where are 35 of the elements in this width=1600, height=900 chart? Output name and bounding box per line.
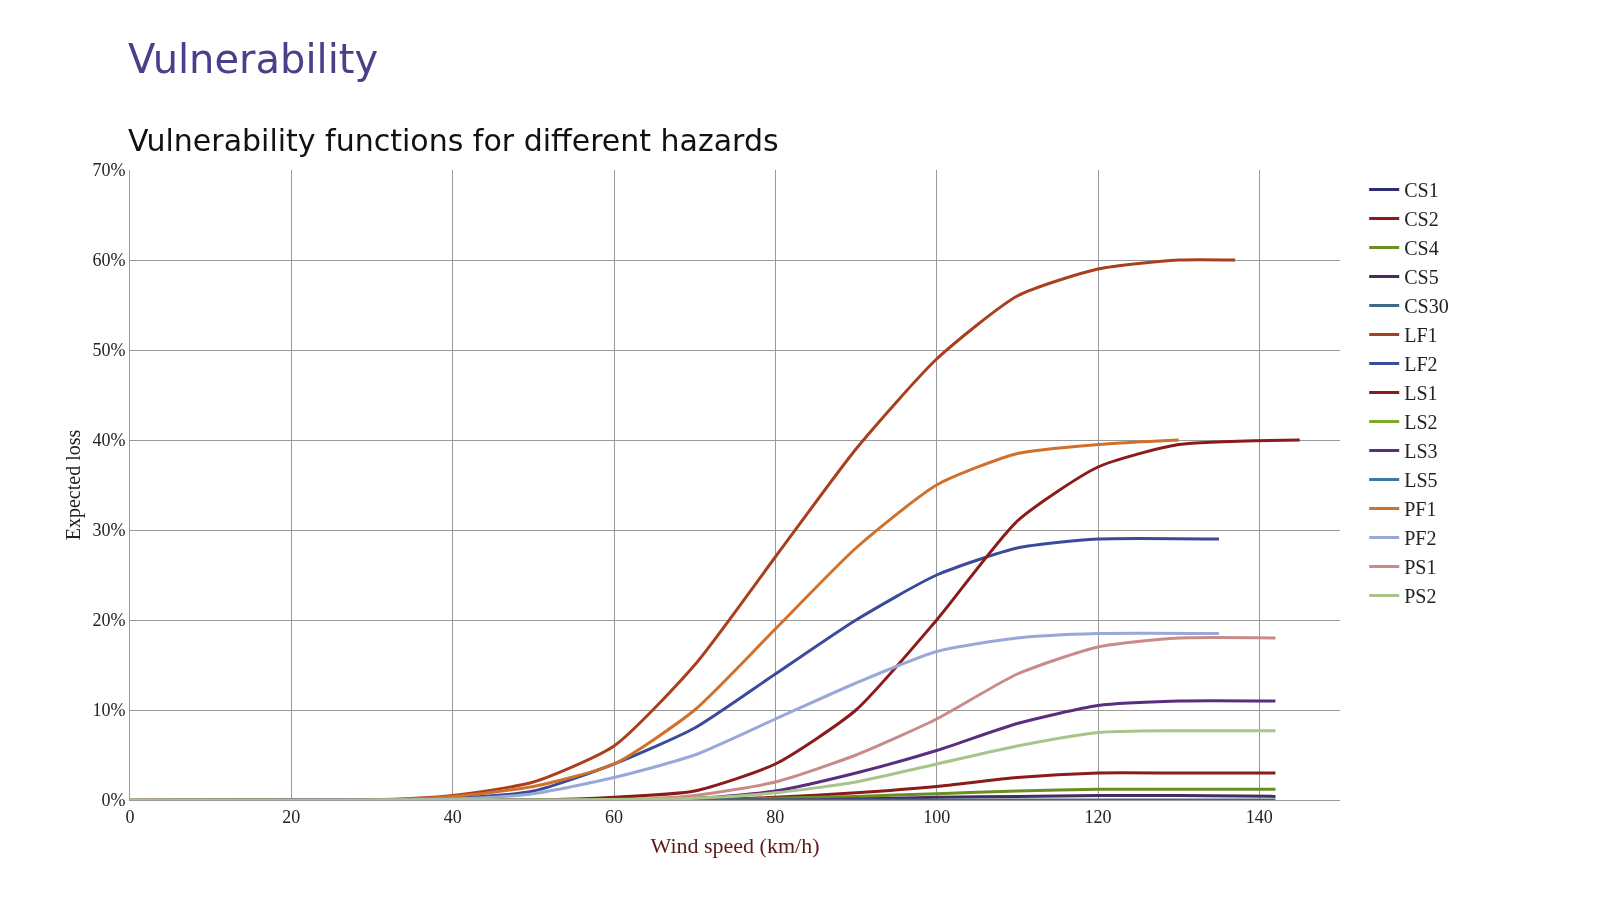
y-tick-label: 50% <box>92 340 126 361</box>
legend-label: PS1 <box>1404 556 1437 579</box>
x-axis-title: Wind speed (km/h) <box>650 833 820 859</box>
legend-label: PF2 <box>1404 527 1437 550</box>
x-tick-label: 60 <box>605 806 623 827</box>
y-tick-label: 0% <box>101 790 126 811</box>
legend-label: LS1 <box>1404 382 1438 405</box>
legend-label: PS2 <box>1404 585 1437 608</box>
legend-label: LS5 <box>1404 469 1438 492</box>
x-tick-label: 0 <box>125 806 135 827</box>
x-tick-label: 40 <box>443 806 462 827</box>
y-tick-label: 40% <box>92 430 126 451</box>
y-tick-label: 70% <box>92 160 126 181</box>
legend-label: LS2 <box>1404 411 1438 434</box>
y-tick-label: 10% <box>92 700 126 721</box>
x-tick-label: 120 <box>1084 806 1112 827</box>
chart-subtitle: Vulnerability functions for different hazards <box>128 123 779 158</box>
legend-label: CS4 <box>1404 237 1439 260</box>
x-tick-label: 80 <box>766 806 785 827</box>
legend-label: LF2 <box>1404 353 1438 376</box>
y-tick-label: 30% <box>92 520 126 541</box>
legend-label: CS30 <box>1404 295 1449 318</box>
legend-label: PF1 <box>1404 498 1437 521</box>
legend-label: CS2 <box>1404 208 1439 231</box>
legend-label: CS1 <box>1404 179 1439 202</box>
x-tick-label: 20 <box>282 806 301 827</box>
y-tick-label: 60% <box>92 250 126 271</box>
y-axis-title: Expected loss <box>62 429 85 541</box>
chart-title: Vulnerability <box>128 36 379 82</box>
legend-label: LF1 <box>1404 324 1438 347</box>
x-tick-label: 100 <box>923 806 951 827</box>
y-tick-label: 20% <box>92 610 126 631</box>
x-tick-label: 140 <box>1245 806 1273 827</box>
legend-label: LS3 <box>1404 440 1438 463</box>
legend-label: CS5 <box>1404 266 1439 289</box>
